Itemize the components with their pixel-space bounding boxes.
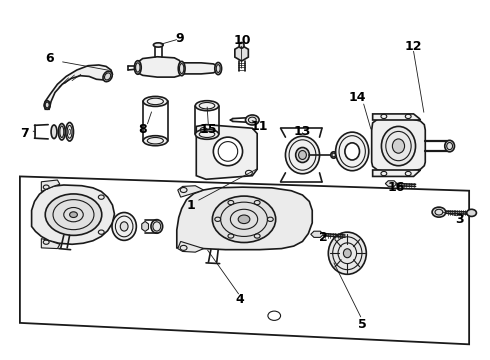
Ellipse shape [112,212,136,240]
Ellipse shape [44,101,50,109]
Text: 14: 14 [348,91,366,104]
Polygon shape [177,187,312,249]
Ellipse shape [381,126,416,166]
Polygon shape [41,180,60,192]
Text: 2: 2 [318,231,327,244]
Text: 6: 6 [45,52,53,65]
Ellipse shape [215,63,221,75]
Ellipse shape [196,129,219,139]
Circle shape [45,194,102,235]
Polygon shape [178,186,203,197]
Ellipse shape [51,125,57,139]
Text: 13: 13 [294,125,311,138]
Text: 12: 12 [404,40,422,53]
Ellipse shape [134,61,141,74]
Ellipse shape [336,132,369,171]
Ellipse shape [151,220,163,233]
Ellipse shape [58,123,65,140]
Polygon shape [138,57,182,77]
Circle shape [432,207,446,217]
Circle shape [466,209,476,216]
Ellipse shape [178,62,185,76]
Ellipse shape [343,249,351,258]
Polygon shape [44,65,113,109]
Ellipse shape [153,43,163,47]
Ellipse shape [120,222,128,231]
Ellipse shape [143,96,168,107]
Text: 5: 5 [358,318,367,331]
Text: 8: 8 [138,123,147,136]
Polygon shape [311,231,323,237]
Ellipse shape [328,232,367,274]
Circle shape [245,115,259,125]
Polygon shape [31,185,115,244]
Ellipse shape [143,136,168,146]
Polygon shape [372,117,425,172]
Circle shape [238,215,250,224]
Text: 15: 15 [200,123,217,136]
Text: 7: 7 [21,127,29,140]
Ellipse shape [445,140,455,152]
Ellipse shape [103,71,112,82]
Text: 3: 3 [455,213,464,226]
Polygon shape [178,242,203,252]
Polygon shape [385,181,397,186]
Ellipse shape [392,139,405,153]
Text: 10: 10 [234,34,251,47]
Ellipse shape [331,152,337,158]
Polygon shape [235,45,248,61]
Polygon shape [41,239,60,249]
Ellipse shape [298,150,306,159]
Polygon shape [142,221,148,231]
Polygon shape [373,170,420,176]
Text: 1: 1 [187,198,196,212]
Text: 16: 16 [388,181,405,194]
Ellipse shape [196,101,219,111]
Ellipse shape [345,143,360,160]
Ellipse shape [66,122,74,141]
Text: 11: 11 [251,120,269,133]
Text: 9: 9 [175,32,184,45]
Ellipse shape [286,136,319,174]
Ellipse shape [295,148,309,162]
Circle shape [70,212,77,217]
Ellipse shape [239,42,244,48]
Polygon shape [196,125,257,179]
Polygon shape [182,63,218,74]
Text: 4: 4 [236,293,245,306]
Circle shape [212,196,276,243]
Polygon shape [373,114,420,120]
Ellipse shape [213,137,243,166]
